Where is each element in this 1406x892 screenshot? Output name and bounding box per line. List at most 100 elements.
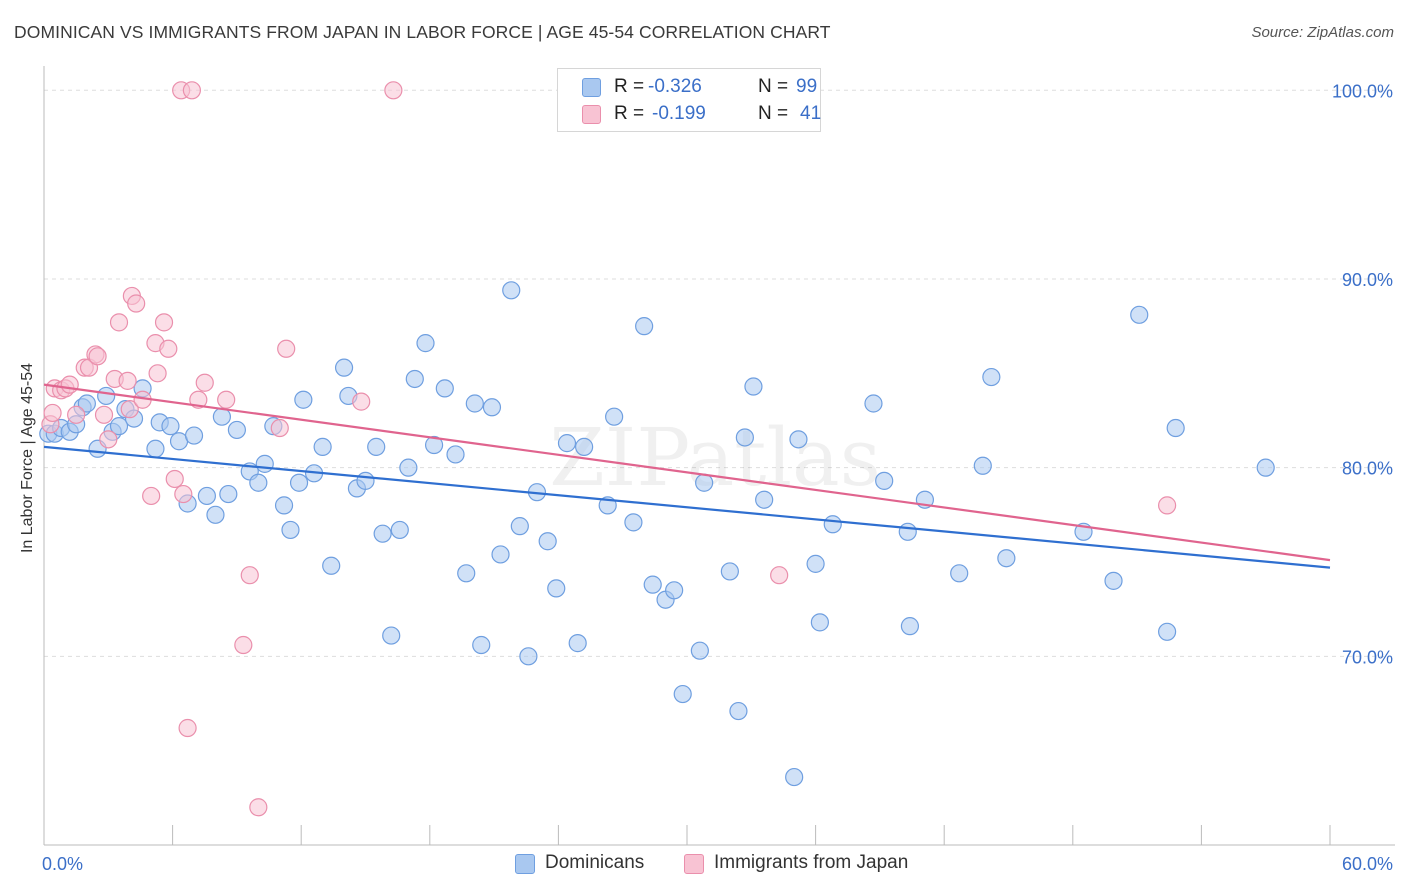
point-dominicans <box>390 520 409 540</box>
point-dominicans <box>823 515 842 534</box>
point-dominicans <box>898 522 917 541</box>
legend-n-label: N = <box>758 103 789 124</box>
legend-r-label: R = <box>614 76 645 97</box>
y-tick-label: 100.0% <box>1332 81 1393 101</box>
point-dominicans <box>875 471 894 490</box>
point-dominicans <box>146 439 165 458</box>
point-dominicans <box>482 398 502 417</box>
point-dominicans <box>973 456 992 475</box>
point-dominicans <box>755 490 774 509</box>
point-japan <box>60 375 79 394</box>
point-dominicans <box>399 458 418 477</box>
point-japan <box>109 313 129 332</box>
bottom-legend-label: Dominicans <box>545 852 645 873</box>
point-japan <box>88 347 107 366</box>
point-dominicans <box>416 334 435 353</box>
point-japan <box>182 81 201 100</box>
point-japan <box>352 392 371 411</box>
point-dominicans <box>322 556 341 575</box>
point-dominicans <box>575 437 594 456</box>
point-japan <box>99 430 118 449</box>
point-japan <box>159 339 178 358</box>
point-dominicans <box>197 486 216 506</box>
point-japan <box>118 371 137 390</box>
point-dominicans <box>605 407 624 426</box>
point-dominicans <box>744 377 763 396</box>
point-dominicans <box>1158 622 1177 641</box>
point-japan <box>277 339 296 358</box>
point-japan <box>43 403 62 423</box>
point-dominicans <box>274 496 294 515</box>
point-dominicans <box>729 701 748 721</box>
y-tick-label: 80.0% <box>1342 459 1393 479</box>
point-dominicans <box>950 564 969 583</box>
legend-n-value: 41 <box>800 103 822 124</box>
trend-lines <box>43 383 1331 569</box>
bottom-legend-label: Immigrants from Japan <box>714 852 909 873</box>
point-dominicans <box>1130 305 1149 324</box>
point-dominicans <box>491 545 510 564</box>
point-japan <box>270 418 289 438</box>
point-dominicans <box>900 617 920 636</box>
point-dominicans <box>356 471 375 490</box>
bottom-legend-swatch-blue <box>515 854 535 874</box>
point-dominicans <box>785 767 804 787</box>
point-dominicans <box>695 473 714 492</box>
point-dominicans <box>289 473 309 492</box>
point-dominicans <box>294 390 313 409</box>
point-dominicans <box>806 554 825 573</box>
point-dominicans <box>635 317 654 336</box>
point-japan <box>1158 496 1177 515</box>
legend-n-value: 99 <box>796 76 818 97</box>
point-dominicans <box>982 367 1001 387</box>
point-dominicans <box>446 445 465 464</box>
watermark: ZIPatlas <box>549 411 881 504</box>
point-dominicans <box>1104 571 1123 590</box>
point-dominicans <box>373 524 392 543</box>
point-dominicans <box>97 386 116 406</box>
trendline-japan <box>43 383 1331 562</box>
y-tick-label: 70.0% <box>1342 647 1393 667</box>
trendline-dominicans <box>43 445 1331 569</box>
x-tick-label: 60.0% <box>1342 854 1393 874</box>
point-dominicans <box>405 369 424 389</box>
point-japan <box>94 405 114 424</box>
point-japan <box>770 566 789 585</box>
tick-labels: 70.0% 80.0% 90.0% 100.0% 0.0% 60.0% <box>42 81 1393 874</box>
point-dominicans <box>424 435 444 455</box>
stats-legend: R = -0.326 N = 99 R = -0.199 N = 41 <box>557 68 821 132</box>
point-japan <box>174 484 193 504</box>
point-japan <box>195 373 214 392</box>
point-dominicans <box>538 532 557 551</box>
point-japan <box>67 405 86 424</box>
point-dominicans <box>77 394 96 413</box>
x-tick-label: 0.0% <box>42 854 83 874</box>
legend-swatch-pink <box>582 105 601 124</box>
point-japan <box>120 400 139 419</box>
point-dominicans <box>367 437 386 456</box>
point-dominicans <box>435 379 454 398</box>
axes <box>43 66 1395 846</box>
point-dominicans <box>206 505 225 524</box>
point-japan <box>127 294 146 313</box>
point-japan <box>142 486 161 506</box>
point-dominicans <box>472 635 491 655</box>
point-dominicans <box>1256 458 1275 477</box>
point-japan <box>165 469 184 489</box>
point-dominicans <box>161 417 180 436</box>
legend-swatch-blue <box>582 78 601 97</box>
point-japan <box>234 635 253 655</box>
point-japan <box>384 81 403 100</box>
point-dominicans <box>789 430 808 449</box>
point-japan <box>217 390 236 409</box>
point-dominicans <box>624 513 643 532</box>
chart-title: DOMINICAN VS IMMIGRANTS FROM JAPAN IN LA… <box>14 22 831 42</box>
point-dominicans <box>673 684 692 704</box>
legend-r-value: -0.326 <box>648 76 702 97</box>
point-dominicans <box>109 417 129 436</box>
point-dominicans <box>502 281 521 300</box>
point-dominicans <box>249 473 268 492</box>
point-japan <box>148 364 167 383</box>
point-dominicans <box>281 520 300 540</box>
